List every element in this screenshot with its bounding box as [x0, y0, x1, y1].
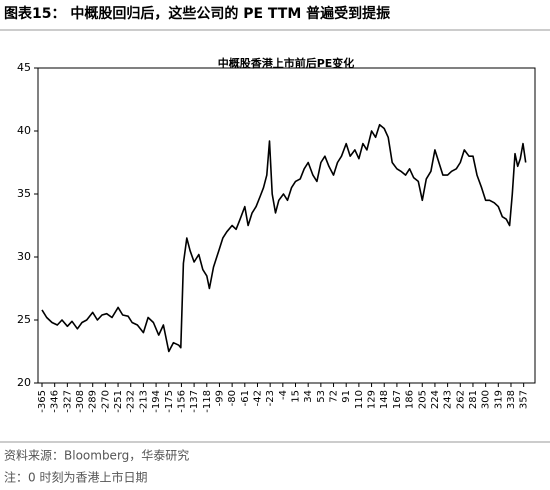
x-tick-label: -99: [214, 390, 225, 406]
x-tick-label: 148: [379, 390, 390, 409]
x-tick-label: -251: [113, 390, 124, 413]
x-tick-label: 300: [481, 390, 492, 409]
x-tick-label: 319: [493, 390, 504, 409]
x-tick-label: -175: [164, 390, 175, 413]
x-tick-label: -61: [240, 390, 251, 406]
note: 注：0 时刻为香港上市日期: [4, 470, 147, 485]
y-tick-label: 40: [17, 124, 31, 137]
x-tick-label: 167: [392, 390, 403, 409]
x-tick-label: -346: [50, 390, 61, 413]
pe-line: [41, 123, 527, 353]
y-tick-label: 35: [17, 187, 31, 200]
x-tick-label: -137: [189, 390, 200, 413]
x-tick-label: -308: [75, 390, 86, 413]
x-tick-label: 91: [341, 390, 352, 403]
source: 资料来源：Bloomberg，华泰研究: [4, 448, 189, 463]
x-tick-label: -156: [176, 390, 187, 413]
x-tick-label: 186: [405, 390, 416, 409]
x-tick-label: -80: [227, 390, 238, 406]
x-tick-label: 15: [291, 390, 302, 403]
y-tick-label: 30: [17, 250, 31, 263]
x-tick-label: -4: [278, 390, 289, 400]
x-tick-label: -327: [62, 390, 73, 413]
x-tick-label: 72: [329, 390, 340, 403]
x-tick-label: 262: [455, 390, 466, 409]
x-tick-label: -118: [202, 390, 213, 413]
x-tick-label: 205: [417, 390, 428, 409]
x-tick-label: 129: [367, 390, 378, 409]
x-tick-label: 53: [316, 390, 327, 403]
x-tick-label: 224: [430, 390, 441, 409]
x-tick-label: -42: [252, 390, 263, 406]
header: 图表15： 中概股回归后，这些公司的 PE TTM 普遍受到提振: [4, 5, 390, 22]
x-tick-label: -365: [37, 390, 48, 413]
x-tick-label: 110: [354, 390, 365, 409]
x-tick-label: -213: [138, 390, 149, 413]
x-tick-label: -270: [100, 390, 111, 413]
y-tick-label: 25: [17, 313, 31, 326]
y-tick-label: 45: [17, 61, 31, 74]
plot-frame: [37, 67, 536, 384]
chart-title: 中概股香港上市前后PE变化: [218, 56, 355, 70]
x-tick-label: 357: [519, 390, 530, 409]
x-tick-label: 34: [303, 390, 314, 403]
x-tick-label: 243: [443, 390, 454, 409]
y-tick-label: 20: [17, 376, 31, 389]
x-tick-label: 338: [506, 390, 517, 409]
x-tick-label: 281: [468, 390, 479, 409]
x-tick-label: -194: [151, 390, 162, 413]
x-tick-label: -23: [265, 390, 276, 406]
x-tick-label: -232: [126, 390, 137, 413]
x-tick-label: -289: [88, 390, 99, 413]
